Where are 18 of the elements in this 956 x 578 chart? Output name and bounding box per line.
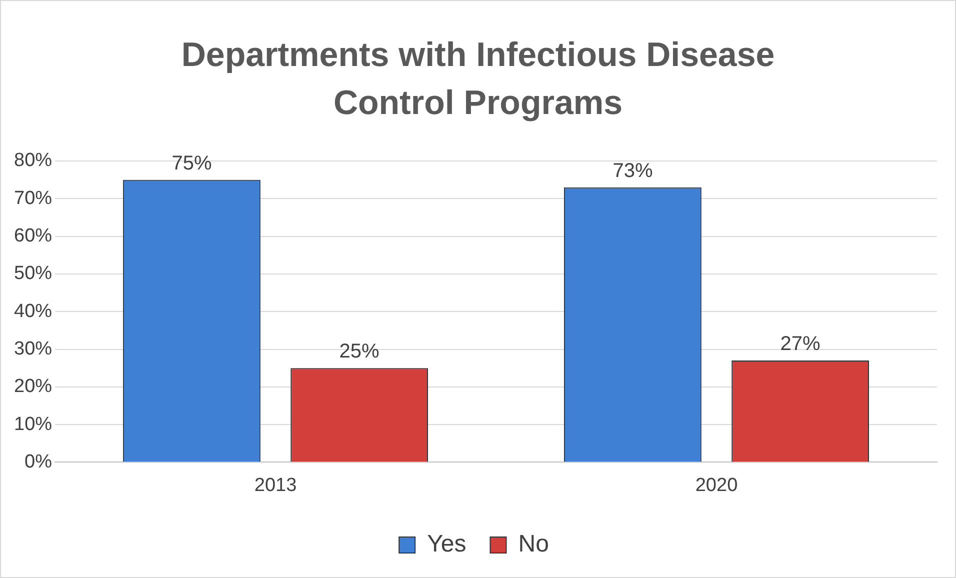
x-tick-label: 2013 bbox=[254, 474, 297, 496]
y-tick-label: 50% bbox=[14, 263, 52, 284]
y-tick-label: 0% bbox=[24, 451, 52, 472]
data-label: 75% bbox=[172, 152, 212, 174]
y-tick-label: 80% bbox=[14, 150, 52, 172]
y-tick-label: 60% bbox=[14, 226, 52, 247]
legend-label: No bbox=[518, 530, 549, 558]
chart-title: Departments with Infectious Disease Control Programs bbox=[180, 35, 776, 124]
y-tick-label: 40% bbox=[14, 300, 52, 322]
data-label: 27% bbox=[780, 333, 821, 356]
y-tick-label: 30% bbox=[14, 338, 52, 360]
legend-label: Yes bbox=[427, 530, 466, 558]
y-tick-label: 20% bbox=[14, 376, 52, 398]
y-tick-label: 10% bbox=[14, 414, 52, 435]
data-label: 73% bbox=[612, 160, 653, 182]
x-tick-label: 2020 bbox=[695, 474, 738, 496]
y-tick-label: 70% bbox=[14, 188, 52, 209]
data-label: 25% bbox=[339, 340, 380, 363]
